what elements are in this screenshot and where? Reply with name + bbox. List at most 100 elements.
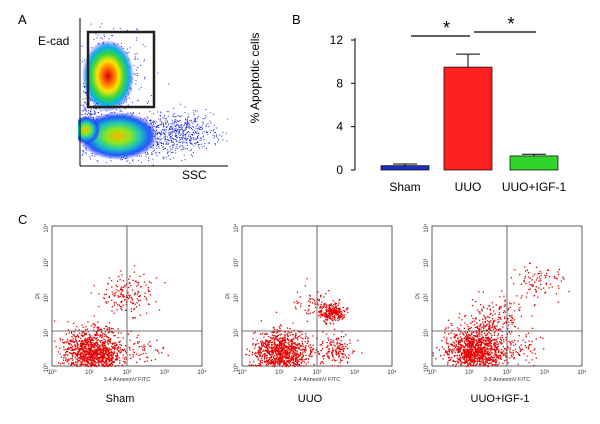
event-dot xyxy=(66,340,68,342)
density-dot xyxy=(160,132,162,134)
event-dot xyxy=(71,332,73,334)
event-dot xyxy=(453,337,455,339)
event-dot xyxy=(115,345,117,347)
event-dot xyxy=(444,332,446,334)
event-dot xyxy=(121,294,123,296)
event-dot xyxy=(111,331,113,333)
event-dot xyxy=(164,282,166,284)
event-dot xyxy=(102,348,105,350)
event-dot xyxy=(111,360,113,362)
event-dot xyxy=(80,353,82,355)
event-dot xyxy=(291,349,293,351)
event-dot xyxy=(67,346,70,349)
density-dot xyxy=(90,158,92,160)
event-dot xyxy=(129,294,131,297)
event-dot xyxy=(500,342,502,344)
event-dot xyxy=(270,363,272,365)
event-dot xyxy=(81,351,83,353)
event-dot xyxy=(87,343,89,345)
event-dot xyxy=(265,358,268,360)
event-dot xyxy=(112,352,115,354)
event-dot xyxy=(307,340,309,342)
event-dot xyxy=(110,351,112,353)
event-dot xyxy=(271,342,273,344)
event-dot xyxy=(64,359,67,361)
density-dot xyxy=(184,141,186,143)
event-dot xyxy=(116,356,118,358)
event-dot xyxy=(252,365,254,367)
event-dot xyxy=(120,292,123,294)
density-dot xyxy=(183,135,185,137)
event-dot xyxy=(91,352,93,354)
event-dot xyxy=(150,345,152,347)
event-dot xyxy=(118,341,120,343)
density-dot xyxy=(120,42,122,44)
event-dot xyxy=(96,346,98,348)
density-dot xyxy=(187,117,189,119)
event-dot xyxy=(132,279,134,281)
event-dot xyxy=(308,305,310,307)
event-dot xyxy=(292,353,294,355)
event-dot xyxy=(272,351,274,353)
event-dot xyxy=(59,339,62,341)
event-dot xyxy=(103,350,105,352)
event-dot xyxy=(280,352,282,354)
event-dot xyxy=(118,296,120,298)
event-dot xyxy=(139,299,141,301)
event-dot xyxy=(331,359,334,361)
event-dot xyxy=(272,330,274,333)
y-tick-label: 10⁰ xyxy=(233,363,240,373)
event-dot xyxy=(470,332,473,334)
density-dot xyxy=(89,113,91,115)
event-dot xyxy=(279,324,282,326)
event-dot xyxy=(299,358,301,361)
event-dot xyxy=(268,345,270,348)
density-dot xyxy=(95,112,97,114)
event-dot xyxy=(92,350,94,353)
event-dot xyxy=(284,345,286,347)
event-dot xyxy=(105,358,107,360)
density-dot xyxy=(182,147,184,149)
event-dot xyxy=(515,351,517,353)
density-dot xyxy=(125,101,127,103)
event-dot xyxy=(106,328,108,331)
event-dot xyxy=(286,364,289,366)
density-dot xyxy=(176,134,178,136)
density-dot xyxy=(91,155,93,157)
event-dot xyxy=(330,341,333,343)
density-dot xyxy=(174,116,176,118)
density-dot xyxy=(127,159,129,161)
event-dot xyxy=(290,349,292,352)
event-dot xyxy=(264,346,266,348)
event-dot xyxy=(81,361,83,363)
density-dot xyxy=(204,118,206,120)
event-dot xyxy=(268,361,270,363)
event-dot xyxy=(333,309,335,311)
event-dot xyxy=(114,295,116,297)
event-dot xyxy=(111,361,113,364)
density-dot xyxy=(189,135,191,137)
event-dot xyxy=(139,275,141,277)
event-dot xyxy=(284,365,286,367)
event-dot xyxy=(124,358,126,360)
event-dot xyxy=(304,285,306,287)
density-dot xyxy=(186,142,188,144)
event-dot xyxy=(319,313,321,315)
event-dot xyxy=(259,354,262,356)
event-dot xyxy=(326,319,328,321)
event-dot xyxy=(312,348,314,351)
event-dot xyxy=(90,361,92,363)
event-dot xyxy=(333,318,335,320)
event-dot xyxy=(339,342,341,344)
event-dot xyxy=(489,344,491,346)
density-dot xyxy=(171,125,173,127)
event-dot xyxy=(320,306,323,309)
event-dot xyxy=(100,329,103,331)
event-dot xyxy=(271,360,273,362)
density-dot xyxy=(176,129,178,131)
event-dot xyxy=(72,363,74,365)
event-dot xyxy=(103,293,106,296)
event-dot xyxy=(82,353,84,356)
event-dot xyxy=(269,342,271,344)
density-dot xyxy=(132,101,134,103)
